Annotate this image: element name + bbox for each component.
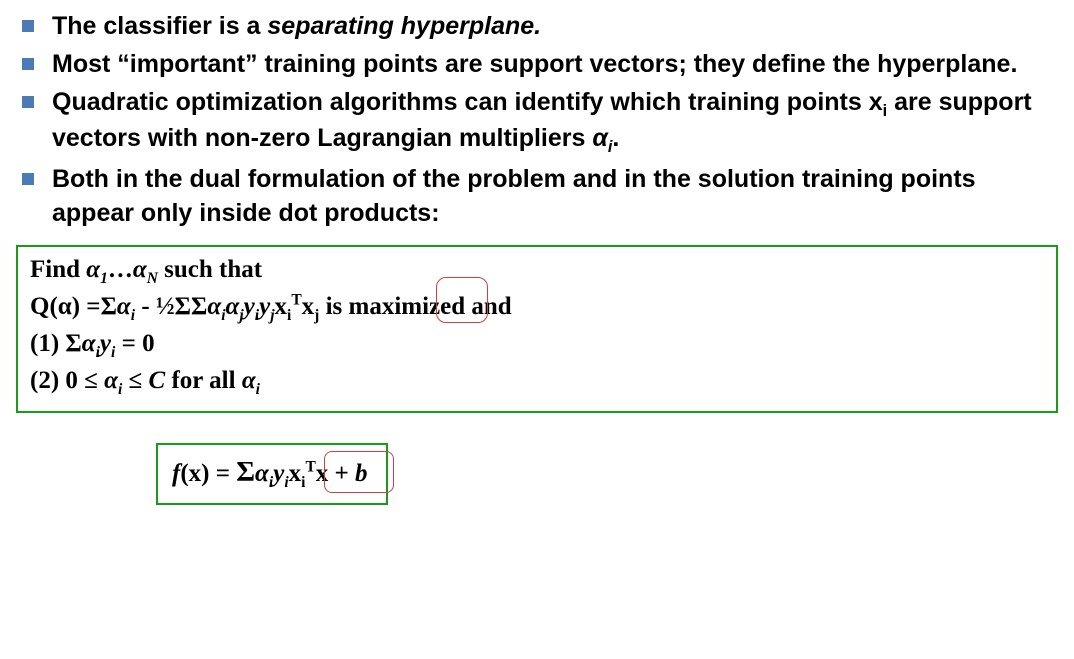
alpha: α (117, 293, 131, 320)
alpha: α (226, 293, 240, 320)
text-run: The classifier is a (52, 12, 267, 40)
plus: + (328, 460, 355, 487)
sigma: Σ (101, 293, 117, 320)
sigma: Σ (65, 330, 81, 357)
C: C (149, 367, 166, 394)
decision-function-box: f(x) = ΣαiyixiTx + b (156, 443, 388, 506)
t: Q( (30, 293, 58, 320)
dots: … (108, 256, 133, 283)
eq: = 0 (115, 330, 154, 357)
alpha: α (133, 256, 147, 283)
leq: ≤ (122, 367, 148, 394)
x: x (316, 460, 329, 487)
text-run: Both in the dual formulation of the prob… (52, 165, 976, 227)
sub: i (287, 307, 291, 324)
sup: T (291, 291, 301, 308)
square-bullet-icon (22, 58, 34, 70)
square-bullet-icon (22, 20, 34, 32)
b: b (355, 460, 368, 487)
y: y (244, 293, 255, 320)
math-line: Q(α) =Σαi - ½ΣΣαiαjyiyjxiTxj is maximize… (30, 290, 1044, 327)
bullet-item: Most “important” training points are sup… (16, 48, 1058, 82)
math-line: (1) Σαiyi = 0 (30, 327, 1044, 364)
y: y (259, 293, 270, 320)
alpha: α (255, 460, 269, 487)
bullet-text: Quadratic optimization algorithms can id… (52, 86, 1058, 160)
sub: i (301, 474, 305, 491)
t: for all (165, 367, 242, 394)
n: (2) 0 ≤ (30, 367, 104, 394)
t: - ½ (135, 293, 175, 320)
x: x (289, 460, 302, 487)
t: Find (30, 256, 86, 283)
bullet-list: The classifier is a separating hyperplan… (16, 10, 1058, 231)
close: ) = (201, 460, 236, 487)
square-bullet-icon (22, 173, 34, 185)
decision-function-wrap: f(x) = ΣαiyixiTx + b (16, 429, 1058, 506)
sub: 1 (100, 270, 108, 287)
optimization-box: Find α1…αN such that Q(α) =Σαi - ½ΣΣαiαj… (16, 245, 1058, 413)
math-line: Find α1…αN such that (30, 253, 1044, 290)
text-run: Quadratic optimization algorithms can id… (52, 88, 883, 116)
bullet-text: Most “important” training points are sup… (52, 48, 1017, 82)
sup: T (305, 458, 315, 475)
bullet-item: The classifier is a separating hyperplan… (16, 10, 1058, 44)
open: ( (180, 460, 188, 487)
math-line: (2) 0 ≤ αi ≤ C for all αi (30, 364, 1044, 401)
alpha: α (58, 293, 72, 320)
x: x (275, 293, 288, 320)
bullet-text: The classifier is a separating hyperplan… (52, 10, 541, 44)
alpha: α (242, 367, 256, 394)
alpha: α (207, 293, 221, 320)
sigma: Σ (236, 456, 255, 488)
text-run: . (612, 124, 619, 152)
bullet-item: Both in the dual formulation of the prob… (16, 163, 1058, 231)
t: ) = (72, 293, 101, 320)
sigma: ΣΣ (175, 293, 208, 320)
x: x (302, 293, 315, 320)
t: such that (164, 256, 262, 283)
text-run: Most “important” training points are sup… (52, 50, 1017, 78)
bullet-text: Both in the dual formulation of the prob… (52, 163, 1058, 231)
square-bullet-icon (22, 96, 34, 108)
y: y (100, 330, 111, 357)
n: (1) (30, 330, 65, 357)
x: x (189, 460, 202, 487)
sub: i (256, 381, 260, 398)
sub: N (147, 270, 158, 287)
alpha: α (592, 124, 608, 152)
bullet-item: Quadratic optimization algorithms can id… (16, 86, 1058, 160)
alpha: α (86, 256, 100, 283)
alpha: α (82, 330, 96, 357)
alpha: α (104, 367, 118, 394)
y: y (273, 460, 284, 487)
emphasis: separating hyperplane. (267, 12, 541, 40)
t: is maximized and (319, 293, 511, 320)
